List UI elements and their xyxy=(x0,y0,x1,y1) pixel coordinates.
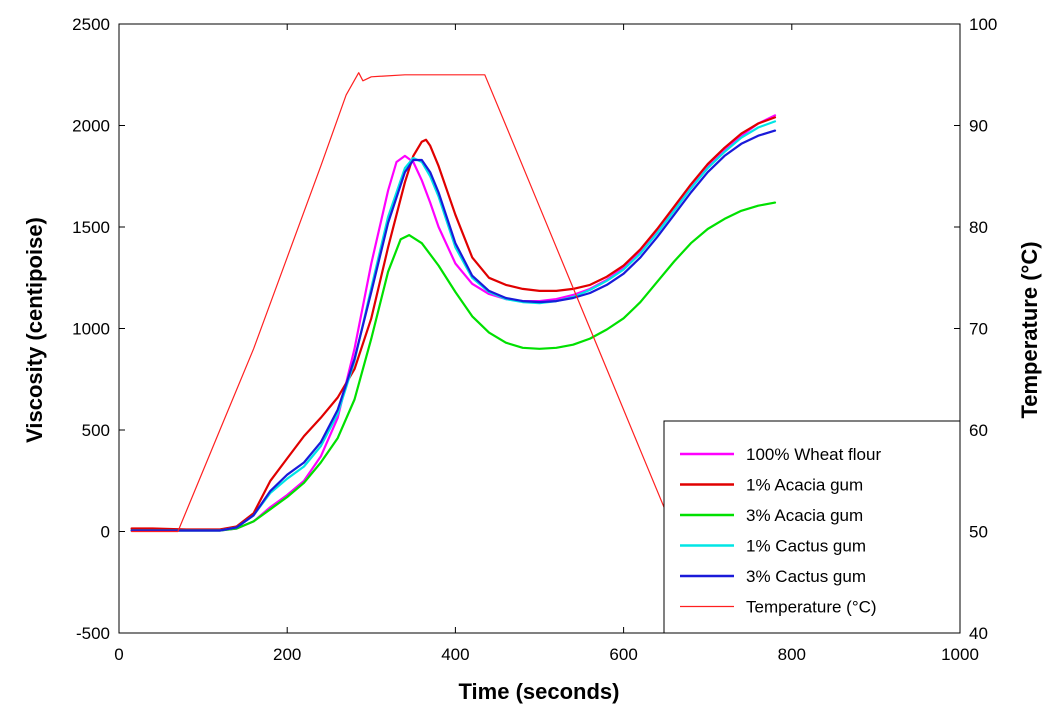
x-tick-label: 0 xyxy=(114,645,123,664)
x-tick-label: 800 xyxy=(778,645,806,664)
y-tick-label: 500 xyxy=(82,421,110,440)
x-tick-label: 600 xyxy=(609,645,637,664)
y2-tick-label: 70 xyxy=(969,320,988,339)
y2-tick-label: 100 xyxy=(969,15,997,34)
y2-tick-label: 90 xyxy=(969,117,988,136)
y-axis-title: Viscosity (centipoise) xyxy=(22,217,47,443)
series-layer xyxy=(130,72,777,533)
y-tick-label: 1000 xyxy=(72,320,110,339)
legend-box xyxy=(663,420,961,634)
legend-label: Temperature (°C) xyxy=(746,598,877,617)
legend: 100% Wheat flour 1% Acacia gum 3% Acacia g… xyxy=(663,420,961,634)
legend-label: 3% Cactus gum xyxy=(746,567,866,586)
x-tick-label: 400 xyxy=(441,645,469,664)
series-line-0 xyxy=(130,114,777,532)
legend-label: 1% Acacia gum xyxy=(746,476,863,495)
axes-layer: 0 200 400 600 800 1000-5000500100015002000250… xyxy=(72,15,997,664)
y-tick-label: 1500 xyxy=(72,218,110,237)
y2-tick-label: 50 xyxy=(969,523,988,542)
legend-label: 3% Acacia gum xyxy=(746,506,863,525)
y-tick-label: -500 xyxy=(76,624,110,643)
series-line-4 xyxy=(130,129,777,532)
series-line-3 xyxy=(130,120,777,532)
y-tick-label: 0 xyxy=(101,523,110,542)
x-tick-label: 200 xyxy=(273,645,301,664)
y2-tick-label: 60 xyxy=(969,421,988,440)
y-tick-label: 2000 xyxy=(72,117,110,136)
legend-label: 100% Wheat flour xyxy=(746,445,881,464)
series-line-2 xyxy=(130,201,777,532)
x-axis-title: Time (seconds) xyxy=(459,679,620,704)
y2-tick-label: 80 xyxy=(969,218,988,237)
y2-tick-label: 40 xyxy=(969,624,988,643)
series-line-1 xyxy=(130,116,777,531)
y2-axis-title: Temperature (°C) xyxy=(1017,241,1042,418)
x-tick-label: 1000 xyxy=(941,645,979,664)
legend-label: 1% Cactus gum xyxy=(746,537,866,556)
y-tick-label: 2500 xyxy=(72,15,110,34)
